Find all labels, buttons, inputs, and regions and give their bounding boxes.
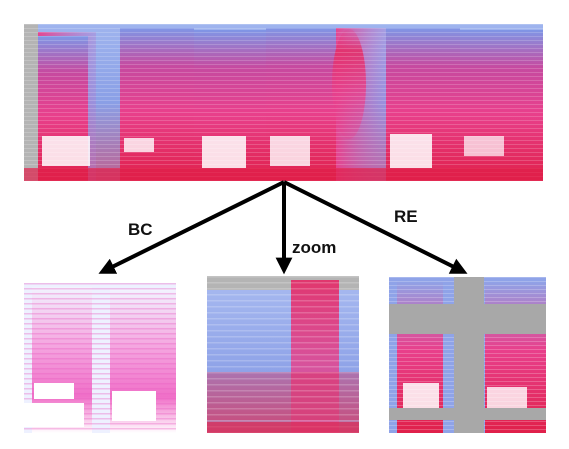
original-spectrogram [24, 24, 543, 181]
zoomed-spectrogram [207, 276, 359, 433]
arrow-re [283, 180, 468, 274]
erased-vertical-band [454, 277, 484, 433]
random-erasing-spectrogram [389, 277, 546, 433]
label-bc: BC [128, 220, 153, 239]
brightness-contrast-spectrogram [24, 283, 176, 433]
arrow-bc [98, 180, 285, 274]
label-re: RE [394, 207, 418, 226]
label-zoom: zoom [292, 238, 337, 257]
